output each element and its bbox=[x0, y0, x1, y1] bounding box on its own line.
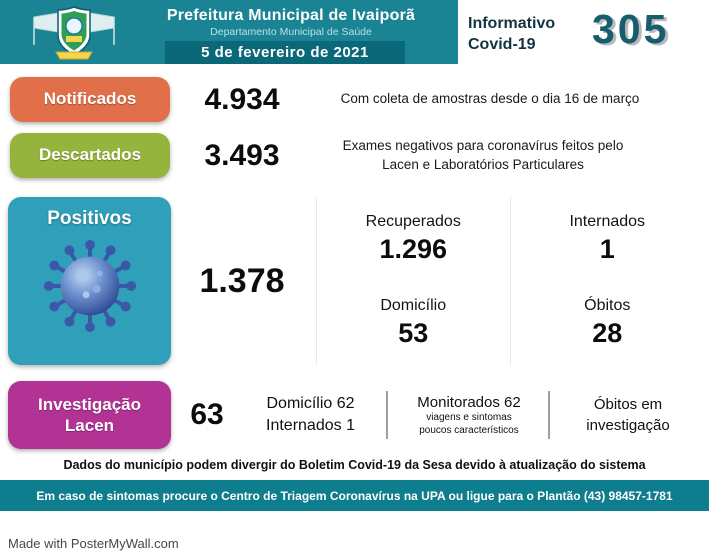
municipality-title: Prefeitura Municipal de Ivaiporã bbox=[166, 7, 416, 24]
discarded-badge: Descartados bbox=[10, 133, 170, 178]
investigation-home-line1: Domicílio 62 bbox=[266, 395, 355, 413]
header-titles: Prefeitura Municipal de Ivaiporã Departa… bbox=[138, 7, 444, 38]
header-banner: Prefeitura Municipal de Ivaiporã Departa… bbox=[0, 0, 458, 64]
investigation-badge: Investigação Lacen bbox=[8, 381, 171, 449]
investigation-monitored-small1: viagens e sintomas bbox=[426, 411, 512, 423]
stat-home: Domicílio 53 bbox=[317, 281, 511, 365]
discarded-value: 3.493 bbox=[204, 138, 280, 172]
investigation-deaths-block: Óbitos em investigação bbox=[554, 381, 702, 449]
notified-badge: Notificados bbox=[10, 77, 170, 122]
notified-description: Com coleta de amostras desde o dia 16 de… bbox=[340, 91, 640, 107]
stat-deaths-value: 28 bbox=[592, 318, 623, 348]
bulletin-label: Informativo Covid-19 bbox=[468, 15, 556, 53]
stat-home-label: Domicílio bbox=[380, 297, 447, 314]
stat-home-value: 53 bbox=[398, 318, 429, 348]
department-subtitle: Departamento Municipal de Saúde bbox=[210, 26, 372, 38]
stat-deaths-label: Óbitos bbox=[584, 297, 631, 314]
vertical-divider bbox=[386, 391, 388, 439]
positives-stats-grid: Recuperados 1.296 Internados 1 Domicílio… bbox=[316, 197, 704, 365]
discarded-description: Exames negativos para coronavírus feitos… bbox=[342, 138, 624, 172]
positives-panel: Positivos bbox=[8, 197, 171, 365]
stat-hospitalized-value: 1 bbox=[599, 234, 615, 264]
stat-recovered-value: 1.296 bbox=[379, 234, 448, 264]
investigation-monitored-block: Monitorados 62 viagens e sintomas poucos… bbox=[393, 381, 545, 449]
positives-label: Positivos bbox=[47, 208, 132, 229]
investigation-deaths-line2: investigação bbox=[586, 417, 670, 434]
investigation-value: 63 bbox=[190, 398, 224, 431]
contact-band: Em caso de sintomas procure o Centro de … bbox=[0, 480, 709, 511]
stat-hospitalized-label: Internados bbox=[569, 213, 646, 230]
disclaimer-note: Dados do município podem divergir do Bol… bbox=[63, 458, 646, 472]
municipal-coat-of-arms-logo bbox=[33, 6, 115, 60]
investigation-home-block: Domicílio 62 Internados 1 bbox=[238, 381, 383, 449]
stat-recovered: Recuperados 1.296 bbox=[317, 197, 511, 281]
vertical-divider bbox=[548, 391, 550, 439]
stat-deaths: Óbitos 28 bbox=[511, 281, 705, 365]
positives-value: 1.378 bbox=[199, 261, 285, 300]
investigation-monitored-small2: poucos característicos bbox=[419, 424, 519, 436]
investigation-home-line2: Internados 1 bbox=[266, 417, 355, 434]
investigation-monitored-main: Monitorados 62 bbox=[417, 393, 521, 411]
notified-value: 4.934 bbox=[204, 82, 280, 116]
bulletin-date: 5 de fevereiro de 2021 bbox=[165, 41, 405, 64]
bulletin-number: 305 bbox=[592, 6, 670, 52]
postermywall-watermark: Made with PosterMyWall.com bbox=[8, 536, 179, 551]
stat-recovered-label: Recuperados bbox=[365, 213, 461, 230]
coronavirus-icon bbox=[43, 239, 136, 333]
stat-hospitalized: Internados 1 bbox=[511, 197, 705, 281]
investigation-deaths-line1: Óbitos em bbox=[593, 396, 663, 413]
